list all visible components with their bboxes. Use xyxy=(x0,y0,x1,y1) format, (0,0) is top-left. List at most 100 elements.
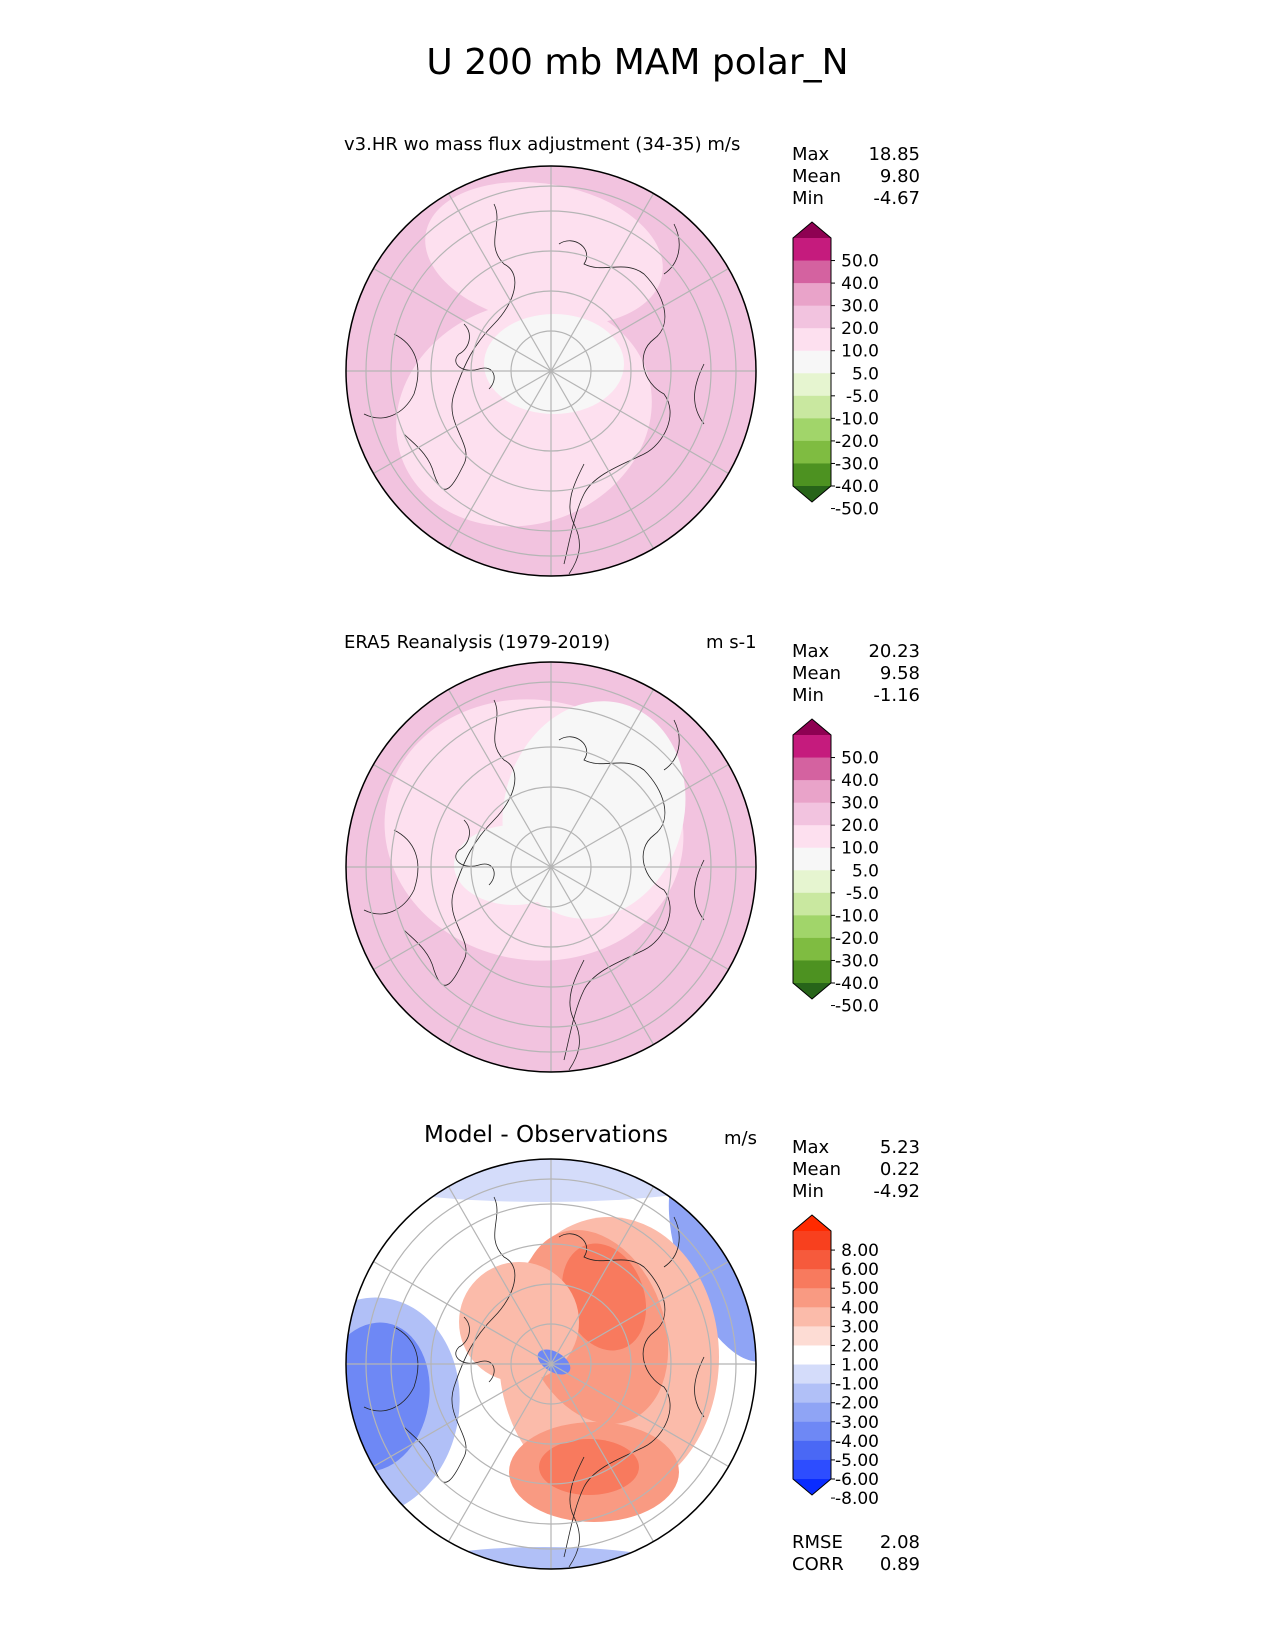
coastline xyxy=(663,1216,705,1418)
panel2-stats: Max 20.23 Mean 9.58 Min -1.16 xyxy=(792,641,920,707)
colorbar-swatch xyxy=(793,1402,831,1423)
colorbar-tick-label: -50.0 xyxy=(835,997,879,1017)
panel2-units: m s-1 xyxy=(706,632,757,653)
colorbar-swatch xyxy=(793,1231,831,1251)
panel1-title: v3.HR wo mass flux adjustment (34-35) m/… xyxy=(344,134,741,155)
stat-value: 0.22 xyxy=(879,1159,920,1180)
stat-value: 5.23 xyxy=(879,1137,920,1158)
colorbar-tick-label: -40.0 xyxy=(835,974,879,994)
stat-label: RMSE xyxy=(792,1532,843,1553)
stat-value: -4.92 xyxy=(873,1181,920,1202)
stat-label: Max xyxy=(792,1137,830,1158)
coastline xyxy=(568,959,585,1071)
colorbar-tick-label: -20.0 xyxy=(835,432,879,452)
map-border xyxy=(345,1158,757,1570)
colorbar-model: 50.040.0 30.020.0 10.05.0 -5.0-10.0 -20.0-30… xyxy=(792,221,879,520)
colorbar-swatch xyxy=(793,757,831,781)
colorbar-swatch xyxy=(793,915,831,939)
stat-label: Min xyxy=(792,1181,824,1202)
colorbar-tick-label: 10.0 xyxy=(841,839,879,859)
colorbar-swatch xyxy=(793,1440,831,1461)
colorbar-tick-label: -30.0 xyxy=(835,454,879,474)
colorbar-tick-label: -3.00 xyxy=(835,1413,879,1433)
colorbar-tick-label: 30.0 xyxy=(841,794,879,814)
colorbar-tick-label: 20.0 xyxy=(841,319,879,339)
colorbar-swatch xyxy=(793,463,831,487)
colorbar-extend-top xyxy=(793,1215,831,1231)
colorbar-swatch xyxy=(793,825,831,849)
colorbar-swatch xyxy=(793,283,831,307)
colorbar-swatch xyxy=(793,1345,831,1366)
meridian-line xyxy=(447,1186,655,1542)
colorbar-tick-label: 8.00 xyxy=(841,1241,879,1261)
map-border xyxy=(345,165,757,577)
colorbar-tick-label: -5.0 xyxy=(846,387,879,407)
colorbar-tick-label: -8.00 xyxy=(835,1489,879,1509)
colorbar-swatch xyxy=(793,1459,831,1480)
colorbar-tick-label: 5.0 xyxy=(852,364,879,384)
coastline xyxy=(455,323,495,390)
colorbar-tick-label: -2.00 xyxy=(835,1394,879,1414)
stat-value: 9.80 xyxy=(879,166,920,187)
colorbar-swatch xyxy=(793,870,831,894)
panel3-units: m/s xyxy=(724,1128,757,1149)
colorbar-extend-bottom xyxy=(793,1479,831,1495)
figure-title: U 200 mb MAM polar_N xyxy=(426,42,849,83)
stat-value: 9.58 xyxy=(879,663,920,684)
colorbar-tick-label: -10.0 xyxy=(835,906,879,926)
stat-label: Mean xyxy=(792,663,842,684)
meridian-line xyxy=(447,193,655,549)
polar-map-model xyxy=(345,165,757,577)
colorbar-tick-label: 50.0 xyxy=(841,252,879,272)
colorbar-tick-label: -5.0 xyxy=(846,884,879,904)
stat-value: 0.89 xyxy=(879,1554,920,1575)
contour-region xyxy=(414,1547,674,1569)
colorbar-swatch xyxy=(793,847,831,871)
panel1-stats: Max 18.85 Mean 9.80 Min -4.67 xyxy=(792,144,920,210)
stat-value: -1.16 xyxy=(873,685,920,706)
map-border xyxy=(345,661,757,1073)
colorbar-tick-label: 6.00 xyxy=(841,1260,879,1280)
stat-label: Mean xyxy=(792,1159,842,1180)
coastline xyxy=(663,719,705,921)
colorbar-swatch xyxy=(793,373,831,397)
coastline xyxy=(568,1456,585,1568)
map-field xyxy=(346,166,756,576)
coastline xyxy=(403,1196,516,1483)
colorbar-swatch xyxy=(793,418,831,442)
coastline xyxy=(558,240,671,565)
coastline xyxy=(568,463,585,575)
map-field xyxy=(346,662,756,1072)
colorbar-swatch xyxy=(793,1364,831,1385)
colorbar-tick-label: 40.0 xyxy=(841,771,879,791)
colorbar-extend-top xyxy=(793,719,831,735)
panel3-skill-stats: RMSE 2.08 CORR 0.89 xyxy=(792,1532,920,1576)
polar-map-difference xyxy=(345,1158,757,1570)
colorbar-tick-label: -50.0 xyxy=(835,500,879,520)
colorbar-tick-label: 3.00 xyxy=(841,1317,879,1337)
coastline xyxy=(403,699,516,986)
coastline xyxy=(455,819,495,886)
colorbar-tick-label: -40.0 xyxy=(835,477,879,497)
contour-region xyxy=(539,1439,639,1495)
coastline xyxy=(558,736,671,1061)
meridian-line xyxy=(447,689,655,1045)
stat-label: Max xyxy=(792,144,830,165)
coastline xyxy=(558,1233,671,1558)
colorbar-swatch xyxy=(793,395,831,419)
colorbar-tick-label: 1.00 xyxy=(841,1356,879,1376)
stat-label: Mean xyxy=(792,166,842,187)
stat-value: 18.85 xyxy=(868,144,920,165)
coastline xyxy=(363,333,419,419)
colorbar-tick-label: 4.00 xyxy=(841,1298,879,1318)
stat-label: Min xyxy=(792,685,824,706)
colorbar-difference: 8.006.005.004.003.002.001.00-1.00-2.00-3… xyxy=(792,1214,879,1509)
colorbar-swatch xyxy=(793,735,831,759)
colorbar-swatch xyxy=(793,780,831,804)
colorbar-tick-label: 10.0 xyxy=(841,342,879,362)
colorbar-swatch xyxy=(793,238,831,262)
colorbar-swatch xyxy=(793,892,831,916)
colorbar-tick-label: -4.00 xyxy=(835,1432,879,1452)
panel2-title: ERA5 Reanalysis (1979-2019) xyxy=(344,632,611,653)
coastline xyxy=(403,203,516,490)
